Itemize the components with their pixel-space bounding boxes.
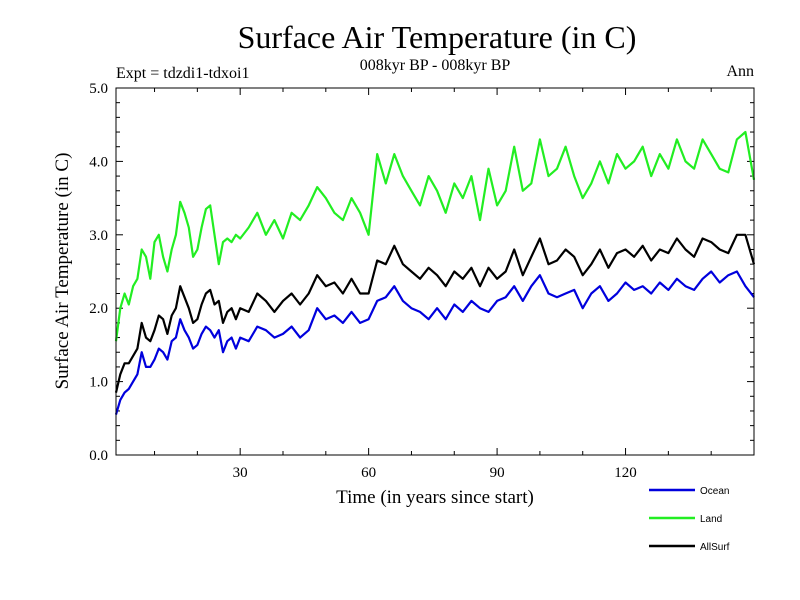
- legend: Ocean Land AllSurf: [649, 486, 730, 553]
- y-tick-label: 2.0: [89, 301, 108, 317]
- x-tick-labels: 30 60 90 120: [233, 465, 637, 481]
- legend-label-allsurf: AllSurf: [700, 542, 730, 553]
- x-tick-label: 90: [490, 465, 505, 481]
- axis-ticks: [116, 87, 754, 456]
- series-line-ocean: [114, 270, 755, 415]
- y-tick-label: 0.0: [89, 448, 108, 464]
- x-tick-label: 30: [233, 465, 248, 481]
- chart-subtitle-right: Ann: [726, 63, 754, 80]
- plot-frame: [115, 87, 755, 456]
- chart-subtitle-left: Expt = tdzdi1-tdxoi1: [116, 65, 249, 82]
- y-tick-label: 5.0: [89, 81, 108, 97]
- x-tick-label: 120: [614, 465, 637, 481]
- y-tick-labels: 0.0 1.0 2.0 3.0 4.0 5.0: [89, 81, 108, 464]
- chart-subtitle-center: 008kyr BP - 008kyr BP: [360, 57, 511, 74]
- x-tick-label: 60: [361, 465, 376, 481]
- y-tick-label: 3.0: [89, 228, 108, 244]
- y-tick-label: 1.0: [89, 375, 108, 391]
- y-tick-label: 4.0: [89, 154, 108, 170]
- legend-label-ocean: Ocean: [700, 486, 729, 497]
- series-line-land: [114, 130, 756, 342]
- y-axis-label: Surface Air Temperature (in C): [52, 153, 73, 390]
- series-layer: [114, 130, 756, 415]
- chart-title: Surface Air Temperature (in C): [238, 19, 637, 55]
- series-line-allsurf: [114, 233, 756, 393]
- x-axis-label: Time (in years since start): [336, 487, 534, 508]
- legend-label-land: Land: [700, 514, 722, 525]
